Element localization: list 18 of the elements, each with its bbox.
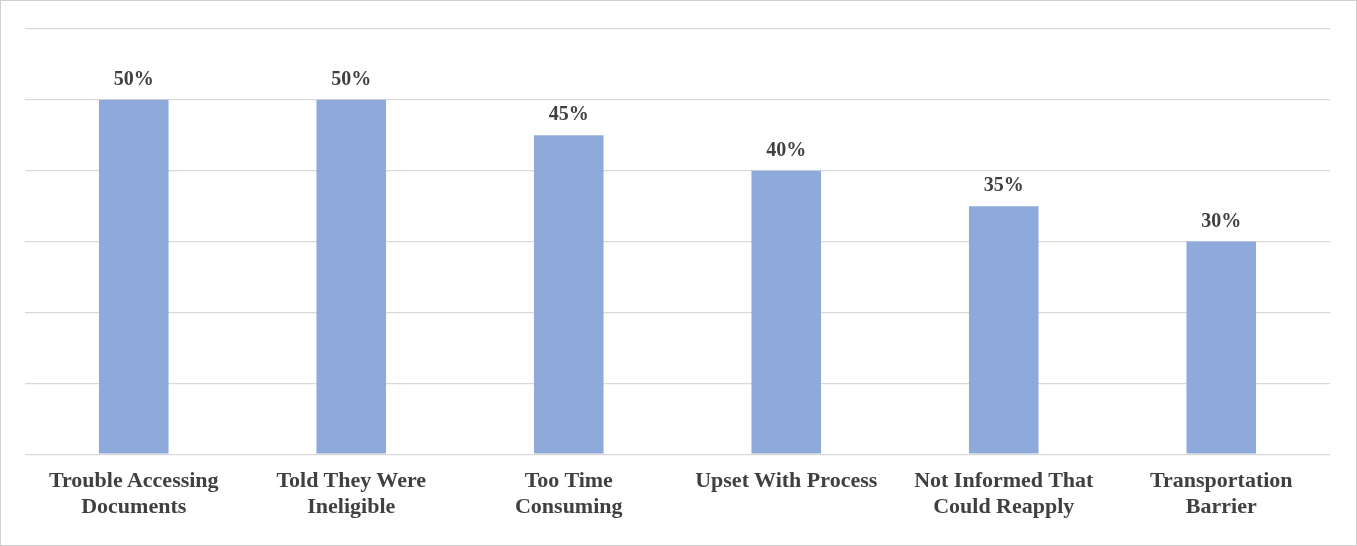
data-label: 50%: [113, 67, 154, 90]
data-label: 35%: [983, 173, 1024, 196]
data-label: 50%: [331, 67, 372, 90]
x-tick-label: Trouble Accessing Documents: [48, 467, 219, 519]
bar: [751, 170, 822, 454]
bar: [533, 135, 604, 454]
data-label: 40%: [766, 137, 807, 160]
x-tick-label: Told They Were Ineligible: [276, 467, 427, 519]
data-label: 45%: [548, 102, 589, 125]
x-tick-label: Transportation Barrier: [1149, 467, 1293, 519]
x-tick-label: Not Informed That Could Reapply: [914, 467, 1095, 519]
bar: [98, 99, 169, 454]
x-tick-label: Upset With Process: [695, 467, 878, 493]
bar: [316, 99, 387, 454]
bar: [1186, 241, 1257, 454]
bar: [968, 206, 1039, 454]
x-tick-label: Too Time Consuming: [514, 467, 623, 519]
data-label: 30%: [1201, 208, 1242, 231]
